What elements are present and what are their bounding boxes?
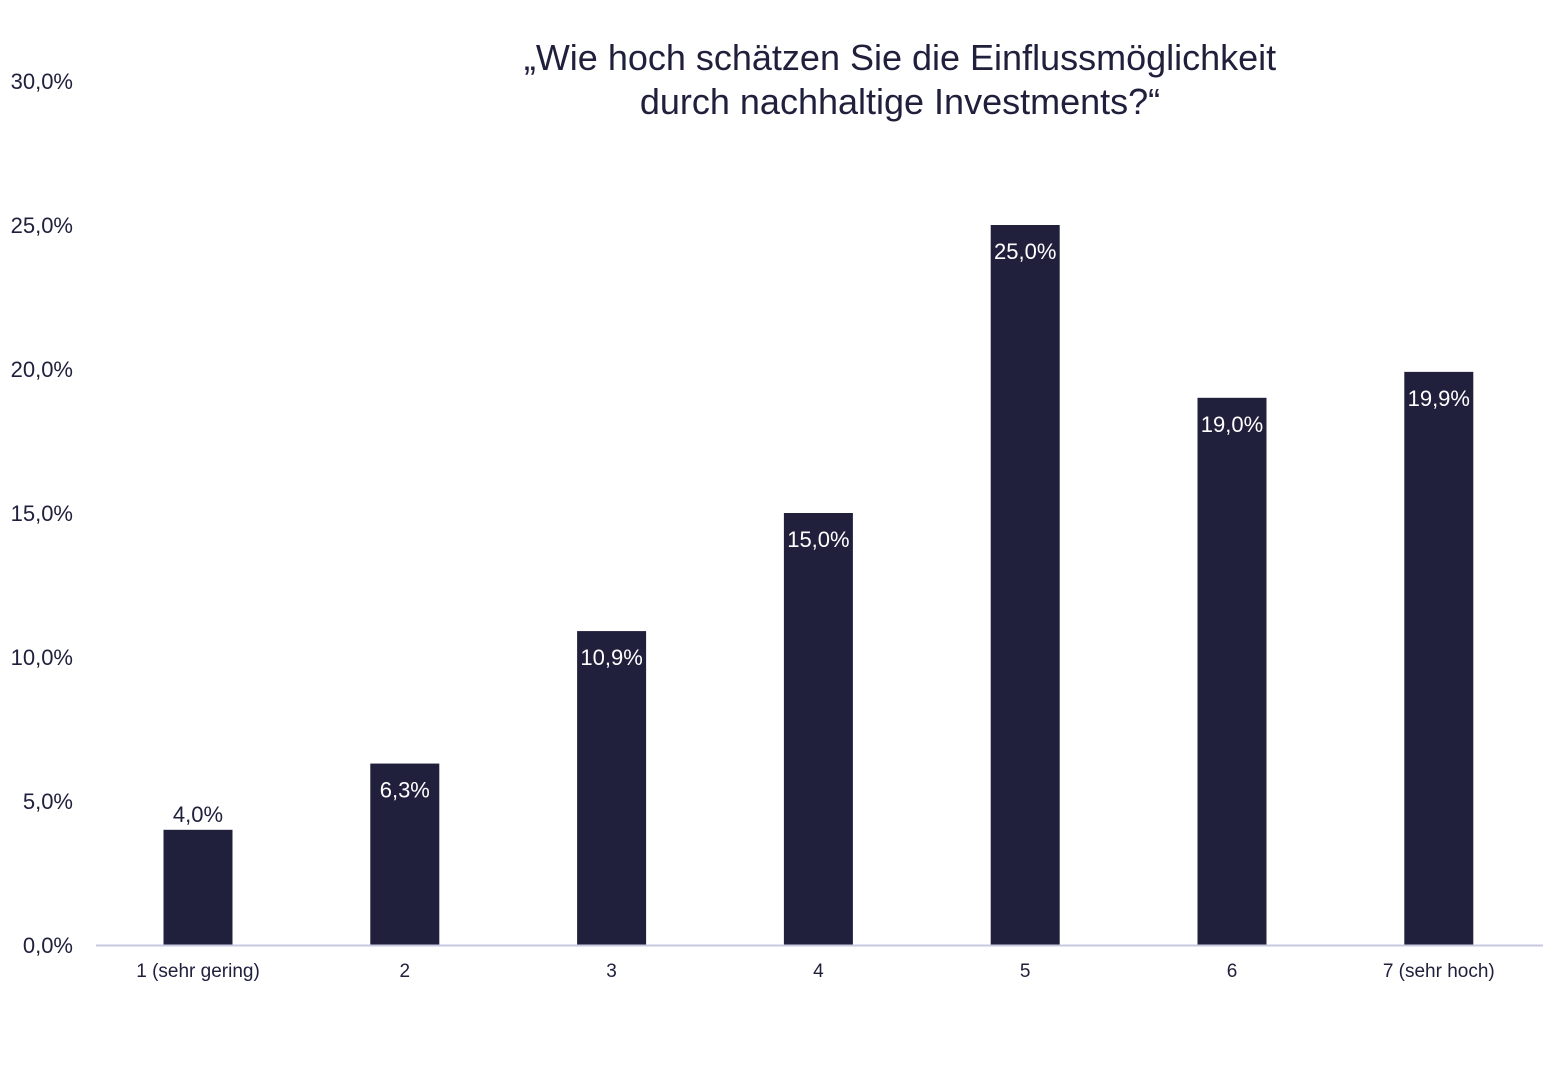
- y-tick-label: 25,0%: [11, 213, 73, 238]
- bar: [990, 225, 1060, 945]
- x-tick-label: 6: [1227, 961, 1238, 982]
- data-label: 10,9%: [580, 645, 642, 670]
- chart-title-line-2: durch nachhaltige Investments?“: [639, 81, 1161, 122]
- bar: [783, 513, 853, 945]
- x-tick-label: 7 (sehr hoch): [1383, 961, 1495, 982]
- bar: [163, 829, 233, 945]
- y-tick-label: 0,0%: [23, 933, 73, 958]
- y-tick-label: 10,0%: [11, 645, 73, 670]
- x-tick-label: 1 (sehr gering): [136, 961, 260, 982]
- bar: [577, 631, 647, 945]
- data-label: 4,0%: [173, 802, 223, 827]
- x-tick-label: 3: [606, 961, 617, 982]
- data-label: 19,0%: [1201, 412, 1263, 437]
- y-tick-label: 15,0%: [11, 501, 73, 526]
- y-tick-label: 20,0%: [11, 357, 73, 382]
- bar: [370, 763, 440, 945]
- x-tick-label: 4: [813, 961, 824, 982]
- y-tick-label: 30,0%: [11, 69, 73, 94]
- bar: [1404, 371, 1474, 945]
- chart-title: „Wie hoch schätzen Sie die Einflussmögli…: [300, 36, 1500, 124]
- chart-title-line-1: „Wie hoch schätzen Sie die Einflussmögli…: [523, 37, 1277, 78]
- x-tick-label: 5: [1020, 961, 1031, 982]
- bar: [1197, 397, 1267, 945]
- x-tick-label: 2: [400, 961, 411, 982]
- y-tick-label: 5,0%: [23, 789, 73, 814]
- data-label: 19,9%: [1408, 386, 1470, 411]
- data-label: 15,0%: [787, 527, 849, 552]
- data-label: 6,3%: [380, 778, 430, 803]
- data-label: 25,0%: [994, 239, 1056, 264]
